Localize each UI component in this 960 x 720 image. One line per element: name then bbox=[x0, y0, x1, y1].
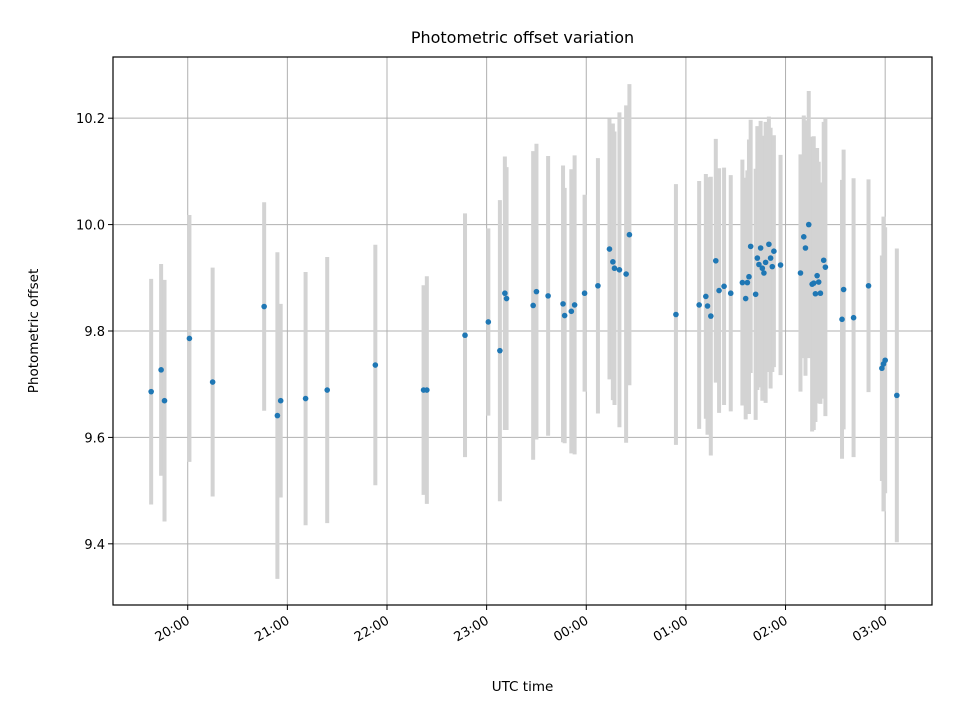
data-point bbox=[530, 302, 536, 309]
data-point bbox=[581, 290, 588, 297]
data-point bbox=[611, 265, 618, 272]
data-point bbox=[761, 270, 767, 276]
data-point bbox=[752, 291, 759, 298]
data-point bbox=[712, 257, 719, 264]
data-points bbox=[148, 221, 900, 419]
data-point bbox=[769, 263, 776, 270]
data-point bbox=[742, 295, 749, 302]
data-point bbox=[497, 347, 503, 354]
data-point bbox=[561, 312, 568, 319]
data-point bbox=[762, 259, 769, 266]
data-point bbox=[721, 283, 727, 290]
y-tick-label: 9.6 bbox=[84, 431, 105, 446]
data-point bbox=[606, 246, 613, 252]
data-point bbox=[777, 262, 784, 268]
data-point bbox=[812, 290, 819, 297]
data-point bbox=[820, 257, 827, 264]
data-point bbox=[568, 308, 575, 315]
data-point bbox=[595, 282, 601, 289]
y-tick-label: 10.0 bbox=[76, 219, 105, 234]
data-point bbox=[747, 243, 754, 250]
chart-title: Photometric offset variation bbox=[411, 28, 634, 47]
data-point bbox=[302, 395, 309, 402]
data-point bbox=[274, 412, 281, 419]
data-point bbox=[616, 267, 623, 273]
data-point bbox=[805, 221, 812, 228]
data-point bbox=[840, 286, 847, 293]
data-point bbox=[324, 387, 331, 393]
data-point bbox=[814, 272, 820, 279]
data-point bbox=[744, 279, 751, 286]
data-point bbox=[767, 255, 774, 261]
data-point bbox=[533, 288, 540, 295]
data-point bbox=[766, 241, 772, 248]
data-point bbox=[261, 303, 267, 310]
data-point bbox=[757, 245, 764, 251]
data-point bbox=[716, 287, 722, 294]
y-tick-label: 9.8 bbox=[84, 325, 105, 340]
data-point bbox=[754, 255, 761, 261]
data-point bbox=[810, 280, 817, 286]
data-point bbox=[623, 271, 629, 277]
data-point bbox=[756, 261, 762, 268]
data-point bbox=[626, 231, 633, 238]
data-point bbox=[708, 313, 714, 319]
data-point bbox=[673, 311, 679, 318]
data-point bbox=[802, 245, 809, 251]
data-point bbox=[839, 316, 845, 323]
grid bbox=[113, 57, 932, 605]
data-point bbox=[727, 290, 734, 297]
data-point bbox=[894, 392, 900, 399]
data-point bbox=[850, 314, 857, 321]
data-point bbox=[148, 388, 154, 395]
data-point bbox=[815, 279, 822, 285]
data-point bbox=[158, 367, 164, 373]
data-point bbox=[703, 293, 709, 300]
data-point bbox=[610, 259, 616, 265]
data-point bbox=[704, 303, 711, 309]
data-point bbox=[759, 265, 766, 272]
data-point bbox=[739, 279, 746, 286]
data-point bbox=[696, 302, 702, 308]
data-point bbox=[545, 293, 551, 299]
data-point bbox=[817, 290, 824, 297]
data-point bbox=[865, 282, 872, 289]
data-point bbox=[571, 302, 578, 308]
data-point bbox=[424, 387, 430, 393]
data-point bbox=[462, 332, 468, 339]
y-tick-label: 9.4 bbox=[84, 538, 105, 553]
data-point bbox=[209, 379, 216, 385]
y-axis-ticks: 9.4 9.6 9.8 10.0 10.2 bbox=[76, 112, 113, 553]
data-point bbox=[800, 234, 807, 240]
data-point bbox=[797, 270, 804, 276]
data-point bbox=[485, 319, 492, 325]
data-point bbox=[277, 397, 284, 404]
data-point bbox=[502, 290, 508, 297]
data-point bbox=[186, 335, 193, 342]
data-point bbox=[161, 397, 168, 404]
data-point bbox=[882, 357, 888, 364]
data-point bbox=[503, 295, 510, 302]
data-point bbox=[822, 264, 829, 270]
y-axis-label: Photometric offset bbox=[26, 269, 42, 393]
data-point bbox=[372, 362, 379, 368]
data-point bbox=[771, 248, 777, 254]
y-tick-label: 10.2 bbox=[76, 112, 105, 127]
data-point bbox=[879, 365, 885, 372]
x-axis-label: UTC time bbox=[492, 679, 554, 695]
data-point bbox=[560, 301, 566, 307]
data-point bbox=[746, 273, 752, 280]
